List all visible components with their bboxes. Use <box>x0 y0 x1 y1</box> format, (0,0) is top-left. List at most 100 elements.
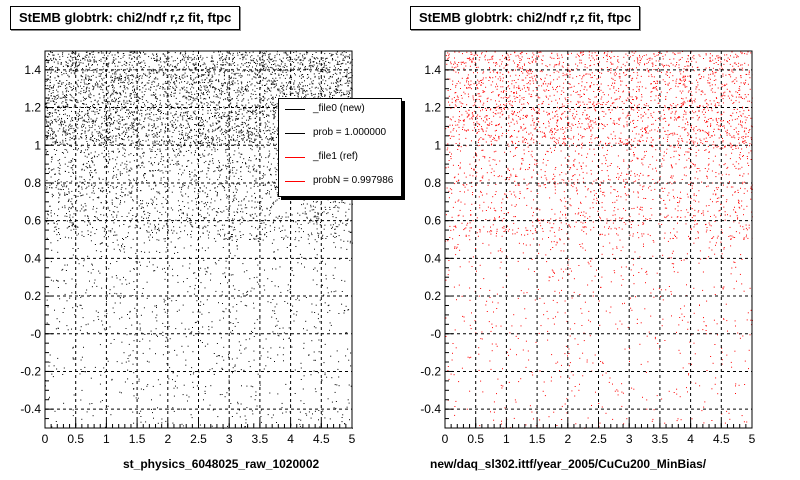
data-point <box>186 114 188 116</box>
data-point <box>110 342 112 344</box>
data-point <box>61 71 62 73</box>
data-point <box>276 53 278 55</box>
data-point <box>97 311 99 313</box>
data-point <box>68 200 70 201</box>
data-point <box>175 85 177 87</box>
data-point <box>215 135 217 137</box>
data-point <box>89 222 91 224</box>
data-point <box>88 115 90 117</box>
data-point <box>48 324 50 326</box>
data-point <box>148 134 150 136</box>
data-point <box>64 156 66 158</box>
data-point <box>227 217 229 219</box>
data-point <box>194 174 196 176</box>
data-point <box>125 134 127 135</box>
data-point <box>272 268 273 270</box>
data-point <box>168 80 170 82</box>
data-point <box>277 334 279 336</box>
data-point <box>192 373 194 375</box>
data-point <box>120 109 122 111</box>
data-point <box>80 62 82 64</box>
data-point <box>317 332 319 334</box>
data-point <box>48 398 50 400</box>
data-point <box>165 113 167 115</box>
data-point <box>296 311 298 313</box>
data-point <box>248 144 250 146</box>
data-point <box>341 421 343 423</box>
data-point <box>128 129 130 131</box>
data-point <box>341 200 343 201</box>
data-point <box>263 69 265 71</box>
data-point <box>269 230 271 232</box>
data-point <box>164 278 166 280</box>
data-point <box>64 207 66 209</box>
data-point <box>311 234 313 236</box>
data-point <box>84 155 86 157</box>
data-point <box>70 146 72 147</box>
data-point <box>55 58 56 60</box>
data-point <box>56 220 57 222</box>
data-point <box>349 63 351 65</box>
data-point <box>324 83 326 85</box>
data-point <box>131 168 133 170</box>
data-point <box>218 54 220 56</box>
data-point <box>273 157 275 159</box>
data-point <box>208 96 210 98</box>
data-point <box>240 171 242 173</box>
data-point <box>162 164 164 166</box>
data-point <box>195 222 197 224</box>
data-point <box>50 215 52 217</box>
data-point <box>93 71 95 73</box>
data-point <box>138 138 140 140</box>
data-point <box>193 87 195 89</box>
data-point <box>59 164 61 166</box>
data-point <box>194 150 196 152</box>
data-point <box>268 54 270 56</box>
data-point <box>116 261 118 262</box>
data-point <box>217 192 218 194</box>
data-point <box>130 97 132 99</box>
data-point <box>116 216 118 218</box>
data-point <box>81 88 83 89</box>
data-point <box>236 412 238 414</box>
data-point <box>256 215 258 217</box>
data-point <box>311 81 313 83</box>
data-point <box>165 223 167 225</box>
data-point <box>93 282 95 284</box>
data-point <box>108 236 109 238</box>
data-point <box>112 135 114 137</box>
data-point <box>253 423 255 425</box>
data-point <box>212 129 214 131</box>
data-point <box>126 171 128 173</box>
data-point <box>249 238 251 240</box>
data-point <box>157 335 158 337</box>
data-point <box>171 229 173 231</box>
data-point <box>219 233 220 235</box>
data-point <box>76 114 78 116</box>
data-point <box>206 299 208 301</box>
data-point <box>194 154 195 156</box>
data-point <box>199 305 201 306</box>
data-point <box>190 221 192 223</box>
data-point <box>80 59 82 61</box>
data-point <box>166 96 168 98</box>
data-point <box>89 59 91 61</box>
data-point <box>307 93 309 95</box>
data-point <box>245 422 247 424</box>
data-point <box>143 242 145 244</box>
data-point <box>203 217 205 218</box>
data-point <box>144 65 146 66</box>
data-point <box>130 221 131 223</box>
data-point <box>80 145 82 147</box>
data-point <box>206 271 208 273</box>
data-point <box>80 150 82 152</box>
data-point <box>151 399 152 401</box>
data-point <box>86 224 88 226</box>
data-point <box>114 97 115 99</box>
data-point <box>217 104 219 106</box>
data-point <box>228 157 230 159</box>
data-point <box>238 141 240 143</box>
data-point <box>240 296 242 298</box>
left-chart-panel: 0 0.5 1 1.5 2 2.5 3 3.5 4 4.5 5 -0.4 -0.2 -0 0.2 0.4 0.6… <box>10 6 402 471</box>
data-point <box>172 126 174 128</box>
